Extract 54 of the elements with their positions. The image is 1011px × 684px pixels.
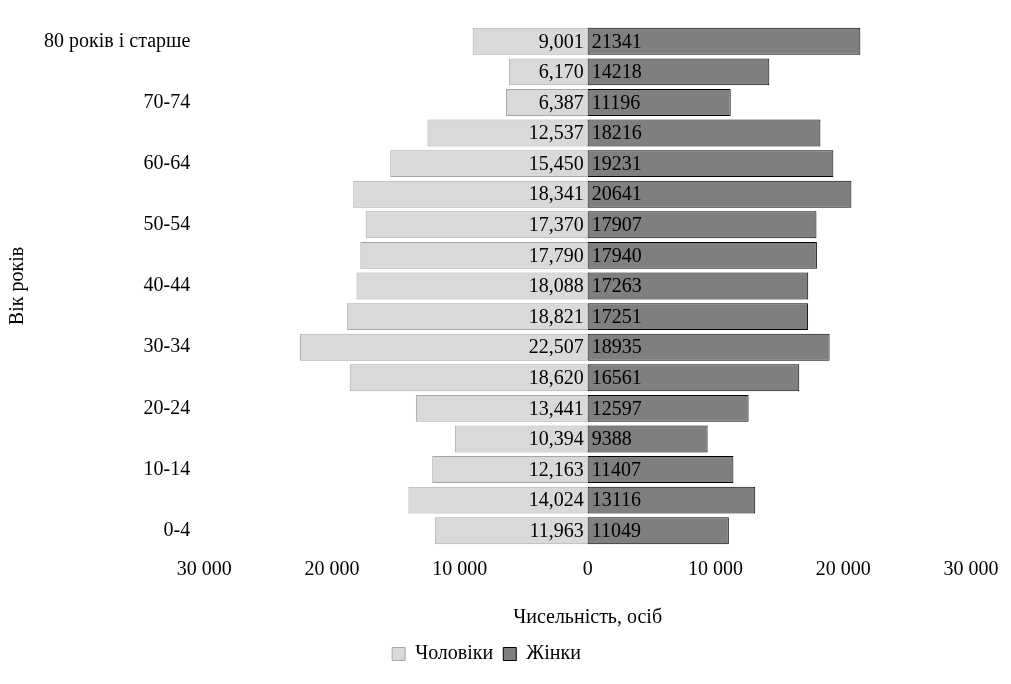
data-label: 18935 <box>591 335 642 358</box>
data-label: 12,163 <box>528 457 584 480</box>
data-label: 17,790 <box>528 243 584 266</box>
data-label: 6,387 <box>538 90 584 113</box>
data-label: 19231 <box>591 151 642 174</box>
y-axis-title: Вік років <box>5 246 29 326</box>
data-label: 11196 <box>591 90 641 113</box>
legend-label: Чоловіки <box>415 641 494 664</box>
y-tick-label: 60-64 <box>143 150 191 173</box>
data-label: 6,170 <box>538 60 584 83</box>
data-label: 18216 <box>591 121 642 144</box>
y-tick-label: 0-4 <box>163 517 191 540</box>
data-label: 13116 <box>591 488 641 511</box>
data-label: 16561 <box>591 366 642 389</box>
data-label: 21341 <box>591 29 642 52</box>
x-tick-label: 10 000 <box>687 557 743 580</box>
data-label: 18,341 <box>528 182 584 205</box>
data-label: 18,620 <box>528 366 584 389</box>
y-tick-label: 70-74 <box>143 89 191 112</box>
y-tick-label: 80 років і старше <box>43 28 191 52</box>
x-tick-label: 0 <box>582 557 593 580</box>
x-tick-label: 10 000 <box>432 557 488 580</box>
data-label: 10,394 <box>528 427 584 450</box>
data-label: 15,450 <box>528 151 584 174</box>
y-tick-label: 50-54 <box>143 212 191 235</box>
data-label: 17940 <box>591 243 642 266</box>
data-label: 18,821 <box>528 304 584 327</box>
data-label: 11,963 <box>529 518 584 541</box>
data-label: 14,024 <box>528 488 584 511</box>
data-label: 17251 <box>591 304 642 327</box>
y-tick-label: 40-44 <box>143 273 191 296</box>
x-axis-title: Чисельність, осіб <box>513 605 663 628</box>
x-tick-label: 20 000 <box>815 557 871 580</box>
data-label: 14218 <box>591 60 642 83</box>
legend-label: Жінки <box>526 641 582 664</box>
x-tick-label: 30 000 <box>176 557 232 580</box>
x-tick-label: 20 000 <box>304 557 360 580</box>
data-label: 11049 <box>591 518 641 541</box>
data-label: 22,507 <box>528 335 584 358</box>
data-label: 18,088 <box>528 274 584 297</box>
data-label: 17263 <box>591 274 642 297</box>
data-label: 20641 <box>591 182 642 205</box>
data-label: 9388 <box>591 427 632 450</box>
x-tick-label: 30 000 <box>943 557 999 580</box>
data-label: 17,370 <box>528 213 584 236</box>
y-tick-label: 20-24 <box>143 395 191 418</box>
data-label: 17907 <box>591 213 642 236</box>
data-label: 12597 <box>591 396 642 419</box>
data-label: 12,537 <box>528 121 584 144</box>
y-tick-label: 10-14 <box>143 456 191 479</box>
y-tick-label: 30-34 <box>143 334 191 357</box>
data-label: 11407 <box>591 457 641 480</box>
data-label: 13,441 <box>528 396 584 419</box>
data-label: 9,001 <box>538 29 584 52</box>
